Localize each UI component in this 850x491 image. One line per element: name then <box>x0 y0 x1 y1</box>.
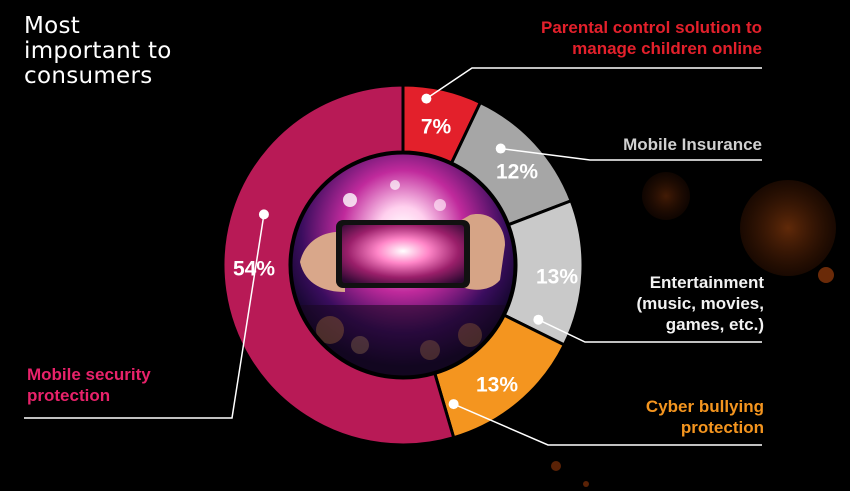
label-line: protection <box>680 418 764 437</box>
leader-line-insurance <box>500 147 762 161</box>
leader-dot-parental <box>421 93 432 104</box>
label-line: Parental control solution to <box>540 18 762 37</box>
bokeh-circle-large <box>740 180 836 276</box>
percent-label-cyber: 13% <box>476 374 518 397</box>
bokeh-dot-2 <box>583 481 589 487</box>
donut-ring <box>221 83 585 447</box>
bokeh-circle-medium <box>642 172 690 220</box>
label-line: Entertainment <box>649 273 764 292</box>
percent-label-entertainment: 13% <box>536 266 578 289</box>
leader-line-security <box>24 214 265 419</box>
label-line: (music, movies, <box>636 294 764 313</box>
percent-label-parental: 7% <box>421 116 452 139</box>
leader-dot-insurance <box>495 143 506 154</box>
label-cyber-bullying: Cyber bullying protection <box>560 396 764 438</box>
percent-label-insurance: 12% <box>496 161 538 184</box>
percent-label-security: 54% <box>233 258 275 281</box>
bokeh-circle-small <box>818 267 834 283</box>
center-photo <box>291 153 515 377</box>
label-mobile-insurance: Mobile Insurance <box>520 134 762 155</box>
leader-dot-security <box>258 209 269 220</box>
title-line-3: consumers <box>24 63 153 89</box>
bokeh-dot-1 <box>551 461 561 471</box>
leader-line-parental <box>425 67 762 100</box>
leader-dot-entertainment <box>533 314 544 325</box>
label-mobile-security: Mobile security protection <box>27 364 227 406</box>
label-line: Mobile Insurance <box>623 135 762 154</box>
leader-dot-cyber <box>448 399 459 410</box>
label-parental-control: Parental control solution to manage chil… <box>440 17 762 59</box>
label-entertainment: Entertainment (music, movies, games, etc… <box>560 272 764 335</box>
label-line: Cyber bullying <box>645 397 764 416</box>
label-line: games, etc.) <box>665 315 764 334</box>
title-line-2: important to <box>24 38 172 64</box>
leader-line-cyber <box>453 403 762 446</box>
slice-security <box>221 83 456 447</box>
chart-title: Most important to consumers <box>24 14 172 89</box>
leader-lines <box>24 67 762 446</box>
label-line: protection <box>27 386 111 405</box>
leader-line-entertainment <box>538 319 762 343</box>
label-line: Mobile security <box>27 365 151 384</box>
percent-labels: 7% 12% 13% 13% 54% <box>233 116 578 397</box>
title-line-1: Most <box>24 13 81 39</box>
label-line: manage children online <box>572 39 762 58</box>
